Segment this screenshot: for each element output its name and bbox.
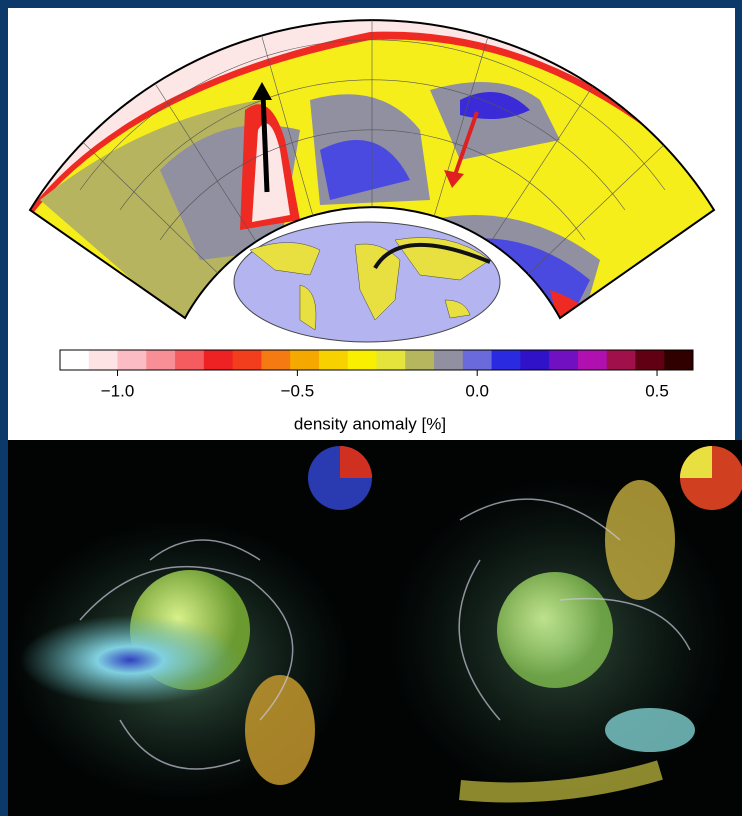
colorbar-segment [463, 350, 492, 370]
colorbar-segment [319, 350, 348, 370]
figure: −1.0 −0.5 0.0 0.5 density anomaly [%] [0, 0, 742, 816]
colorbar-segment [664, 350, 693, 370]
colorbar-segment [175, 350, 204, 370]
colorbar-segment [377, 350, 406, 370]
page: {"colorbar": {"range": [-1.16, 0.6], "co… [0, 0, 742, 816]
colorbar-label: density anomaly [%] [294, 414, 446, 433]
colorbar-segment [492, 350, 521, 370]
colorbar-segment [60, 350, 89, 370]
colorbar-segment [578, 350, 607, 370]
colorbar-segment [290, 350, 319, 370]
colorbar-segment [635, 350, 664, 370]
colorbar-segment [261, 350, 290, 370]
colorbar-segment [405, 350, 434, 370]
colorbar-segment [89, 350, 118, 370]
colorbar-tick-label: 0.5 [645, 381, 669, 400]
colorbar-tick-label: 0.0 [465, 381, 489, 400]
colorbar-segment [233, 350, 262, 370]
colorbar-segment [549, 350, 578, 370]
colorbar-segment [607, 350, 636, 370]
colorbar-segment [204, 350, 233, 370]
colorbar-tick-label: −1.0 [101, 381, 135, 400]
colorbar-segment [434, 350, 463, 370]
colorbar-segment [348, 350, 377, 370]
colorbar-tick-label: −0.5 [281, 381, 315, 400]
colorbar-segment [146, 350, 175, 370]
colorbar-segment [520, 350, 549, 370]
colorbar-segment [118, 350, 147, 370]
